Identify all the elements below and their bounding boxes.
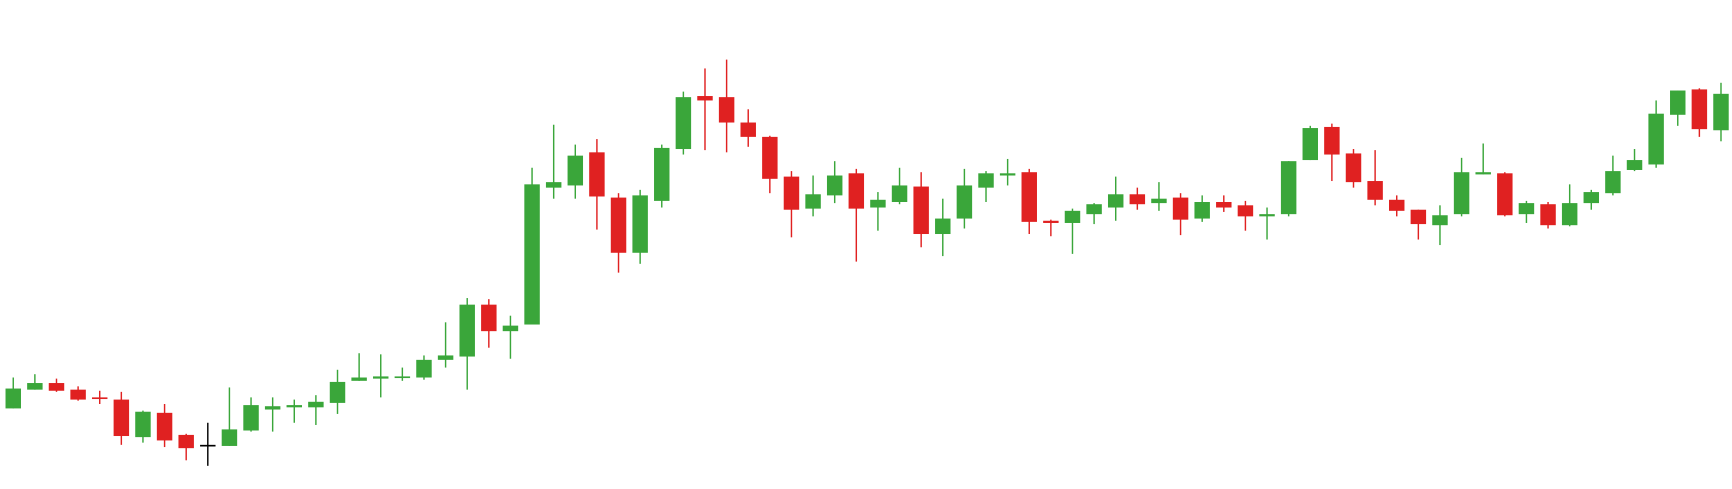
candle-body <box>200 444 216 447</box>
candle-body <box>1497 173 1513 216</box>
candle-body <box>1432 215 1448 226</box>
candle-body <box>632 195 648 253</box>
candle-body <box>805 194 821 209</box>
candle-body <box>264 406 281 410</box>
candle-body <box>1302 128 1318 161</box>
candle-body <box>1605 171 1621 194</box>
candle-body <box>1064 210 1081 223</box>
candle-body <box>113 399 130 437</box>
candle-body <box>1410 209 1427 225</box>
candle-body <box>1648 113 1664 165</box>
candle-body <box>437 355 454 360</box>
candle-body <box>1086 204 1102 215</box>
candle-body <box>1043 220 1059 223</box>
candle-body <box>178 434 194 449</box>
candle-body <box>416 359 432 378</box>
candle-body <box>1670 90 1686 115</box>
candle-body <box>243 405 259 431</box>
candle-body <box>697 96 713 101</box>
candle-body <box>1021 172 1037 222</box>
candle-body <box>1583 192 1600 204</box>
candle-body <box>459 304 475 357</box>
candle-body <box>740 122 756 137</box>
candle-body <box>1216 202 1232 208</box>
candle-body <box>1172 197 1189 220</box>
candle-body <box>1540 204 1556 226</box>
candle-body <box>27 383 43 390</box>
candle-body <box>1237 205 1254 217</box>
candle-body <box>1475 172 1491 175</box>
candle-body <box>48 383 65 391</box>
candle-body <box>999 173 1016 176</box>
candle-body <box>135 411 151 438</box>
candle-body <box>1626 160 1643 170</box>
candle-body <box>935 218 951 235</box>
candle-body <box>1151 198 1167 204</box>
candle-body <box>891 185 908 203</box>
candle-body <box>589 152 605 197</box>
candle-body <box>567 155 584 186</box>
candle-body <box>610 197 627 253</box>
candle-body <box>870 199 886 208</box>
candle-body <box>848 173 865 209</box>
candle-body <box>481 304 497 332</box>
candle-body <box>978 173 994 188</box>
candle-body <box>1367 181 1383 200</box>
candle-body <box>1345 153 1362 183</box>
candle-body <box>1561 203 1578 226</box>
candle-body <box>221 429 238 446</box>
candle-body <box>545 182 562 188</box>
candle-body <box>308 401 324 408</box>
candle-body <box>956 185 973 219</box>
candle-body <box>70 389 86 400</box>
candle-body <box>1389 199 1405 211</box>
candle-body <box>1713 93 1729 131</box>
candle-body <box>524 184 540 325</box>
candle-body <box>502 325 519 332</box>
candle-body <box>675 97 692 150</box>
candle-body <box>91 397 108 400</box>
candle-body <box>913 186 929 235</box>
candle-body <box>1194 202 1210 219</box>
candle-body <box>1259 214 1275 217</box>
candle-body <box>718 97 735 123</box>
candle-body <box>1129 194 1146 205</box>
candle-body <box>394 376 411 379</box>
candle-body <box>1453 172 1470 215</box>
candle-body <box>654 147 670 201</box>
candle-body <box>762 136 778 179</box>
candle-body <box>1691 89 1708 130</box>
candle-body <box>1107 194 1124 208</box>
candle-body <box>373 376 389 379</box>
candle-body <box>329 381 346 403</box>
candle-body <box>351 377 367 381</box>
candle-body <box>286 405 303 408</box>
candle-body <box>1518 203 1535 215</box>
candle-body <box>156 412 173 441</box>
candle-body <box>1324 126 1340 155</box>
candle-body <box>1280 161 1297 215</box>
candle-body <box>826 175 843 196</box>
candle-body <box>5 388 21 409</box>
candle-body <box>783 176 800 210</box>
